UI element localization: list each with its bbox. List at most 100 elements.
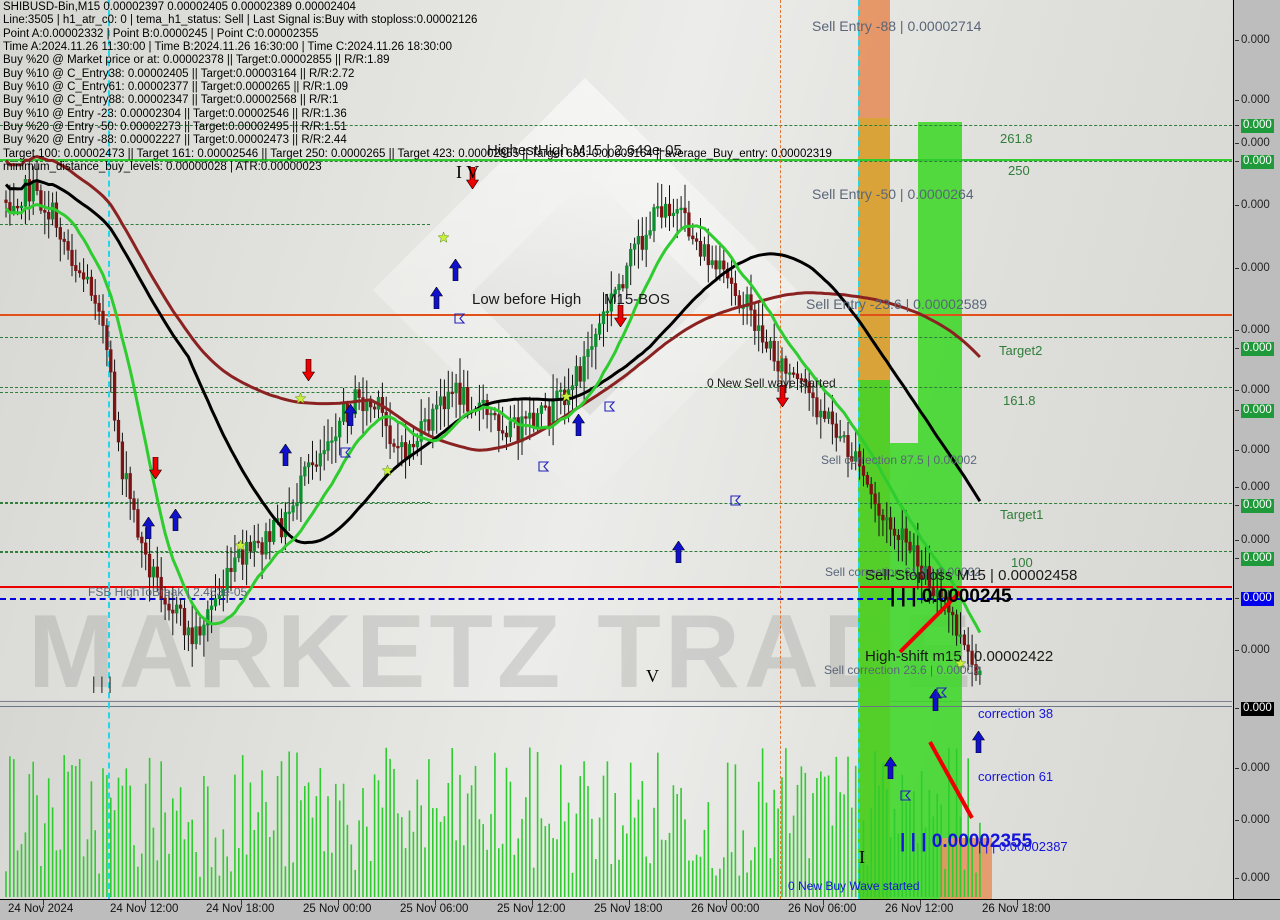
time-tick-mark	[920, 900, 921, 905]
wave-label-iv-label: I V	[456, 162, 480, 182]
header-line: Line:3505 | h1_atr_c0: 0 | tema_h1_statu…	[3, 14, 478, 27]
time-tick-mark	[726, 900, 727, 905]
header-line: Buy %10 @ C_Entry88: 0.00002347 || Targe…	[3, 94, 339, 107]
time-tick-mark	[823, 900, 824, 905]
header-line: Buy %10 @ Entry -23: 0.00002304 || Targe…	[3, 107, 347, 120]
fib-line-250	[0, 161, 1232, 162]
grid-line-c	[0, 502, 430, 503]
sell-arrow-icon	[614, 305, 627, 327]
buy-arrow-icon	[929, 689, 942, 711]
header-line: Point A:0.00002332 | Point B:0.0000245 |…	[3, 27, 319, 40]
high-shift-line	[0, 706, 1232, 707]
band-green-right	[918, 122, 962, 899]
price-marker-2355-label: | | | 0.00002355	[900, 831, 1033, 852]
price-tick-label: 0.000	[1241, 137, 1270, 149]
chart-info-header: SHIBUSD-Bin,M15 0.00002397 0.00002405 0.…	[3, 1, 832, 174]
time-tick-mark	[338, 900, 339, 905]
chart-series-layer	[4, 155, 982, 897]
fib-line-target1	[0, 503, 1232, 504]
header-line: Buy %20 @ Entry -50: 0.00002273 || Targe…	[3, 121, 347, 134]
buy-arrow-icon	[169, 509, 182, 531]
price-tick-label: 0.000	[1241, 552, 1274, 566]
time-tick-mark	[145, 900, 146, 905]
price-tick-label: 0.000	[1241, 404, 1274, 418]
wave-flag-icon	[538, 461, 550, 472]
time-tick-label: 26 Nov 12:00	[885, 903, 954, 915]
time-tick-label: 24 Nov 18:00	[206, 903, 275, 915]
buy-arrow-icon	[572, 414, 585, 436]
price-scale[interactable]: 0.000 0.000 0.000 0.000 0.000 0.000 0.000 0.000…	[1233, 0, 1280, 899]
fib-target2-label: Target2	[999, 343, 1043, 358]
grid-line-a	[0, 224, 430, 225]
time-tick-label: 25 Nov 18:00	[594, 903, 663, 915]
wave-flag-icon	[340, 447, 352, 458]
sell-correction-61-8-label: Sell correction 61.8 | 0.00002	[825, 565, 981, 579]
buy-arrow-icon	[884, 757, 897, 779]
signal-star-icon	[438, 232, 449, 243]
time-tick-label: 25 Nov 00:00	[303, 903, 372, 915]
price-tick-label: 0.000	[1241, 499, 1274, 513]
price-tick-label: 0.000	[1241, 814, 1270, 826]
time-tick-label: 26 Nov 18:00	[982, 903, 1051, 915]
signal-star-icon	[235, 540, 246, 551]
wave-flag-icon	[454, 313, 466, 324]
time-tick-mark	[43, 900, 44, 905]
time-tick-label: 25 Nov 12:00	[497, 903, 566, 915]
header-line: Buy %20 @ Entry -88: 0.00002227 || Targe…	[3, 134, 347, 147]
header-line: Buy %10 @ C_Entry61: 0.00002377 || Targe…	[3, 81, 348, 94]
buy-arrow-icon	[972, 731, 985, 753]
time-tick-mark	[629, 900, 630, 905]
sell-entry-88-label: Sell Entry -88 | 0.00002714	[812, 18, 982, 34]
price-tick-label: 0.000	[1241, 702, 1274, 716]
wave-flag-icon	[604, 401, 616, 412]
time-scale[interactable]: 24 Nov 2024 24 Nov 12:00 24 Nov 18:00 25 No…	[0, 899, 1280, 920]
price-tick-label: 0.000	[1241, 155, 1274, 169]
vertical-marker-cyan-left	[108, 0, 110, 899]
vertical-marker-cyan-right	[858, 0, 860, 899]
price-tick-label: 0.000	[1241, 199, 1270, 211]
sell-correction-23-6-label: Sell correction 23.6 | 0.00002	[824, 663, 980, 677]
fib-100-label: 100	[1011, 555, 1033, 570]
price-tick-label: 0.000	[1241, 481, 1270, 493]
highest-high-line	[0, 159, 1232, 161]
fib-250-label: 250	[1008, 163, 1030, 178]
sell-entry-line	[0, 314, 1232, 316]
sell-entry-50-label: Sell Entry -50 | 0.0000264	[812, 186, 974, 202]
sell-entry-23-6-label: Sell Entry -23.6 | 0.00002589	[806, 296, 988, 312]
low-before-high-label: Low before High	[472, 291, 582, 308]
header-line: Buy %10 @ C_Entry38: 0.00002405 || Targe…	[3, 67, 355, 80]
time-tick-mark	[532, 900, 533, 905]
price-marker-245-label: | | | 0.0000245	[890, 586, 1012, 607]
price-tick-label: 0.000	[1241, 324, 1270, 336]
fib-line-261-8	[0, 125, 1232, 126]
price-tick-label: 0.000	[1241, 342, 1274, 356]
wave-label-iii-left-label: | | |	[92, 673, 112, 693]
vertical-marker-orange	[780, 0, 781, 899]
trend-line-red-up	[898, 590, 962, 654]
price-tick-label: 0.000	[1241, 444, 1270, 456]
buy-arrow-icon	[430, 287, 443, 309]
sell-stoploss-m15-label: Sell-Stoploss M15 | 0.00002458	[865, 567, 1078, 584]
new-sell-wave-label: 0 New Sell wave started	[707, 376, 836, 390]
price-tick-label: 0.000	[1241, 262, 1270, 274]
header-line: Buy %20 @ Market price or at: 0.00002378…	[3, 54, 390, 67]
new-buy-wave-label: 0 New Buy Wave started	[788, 879, 920, 893]
price-tick-label: 0.000	[1241, 872, 1270, 884]
header-line: Time A:2024.11.26 11:30:00 | Time B:2024…	[3, 41, 453, 54]
buy-arrow-icon	[672, 541, 685, 563]
grid-line-d	[0, 552, 430, 553]
time-tick-mark	[241, 900, 242, 905]
header-line: minimum_distance_buy_levels: 0.00000028 …	[3, 161, 322, 174]
price-tick-label: 0.000	[1241, 762, 1270, 774]
fib-line-100	[0, 551, 1232, 552]
grid-line-b	[0, 392, 430, 393]
time-tick-label: 26 Nov 06:00	[788, 903, 857, 915]
header-line: SHIBUSD-Bin,M15 0.00002397 0.00002405 0.…	[3, 1, 356, 13]
time-tick-label: 25 Nov 06:00	[400, 903, 469, 915]
fib-line-161-8	[0, 387, 1232, 388]
price-tick-label: 0.000	[1241, 534, 1270, 546]
highest-high-label: HighestHigh M15 | 2.649e-05	[487, 142, 682, 159]
buy-arrow-icon	[142, 517, 155, 539]
buy-arrow-icon	[279, 444, 292, 466]
